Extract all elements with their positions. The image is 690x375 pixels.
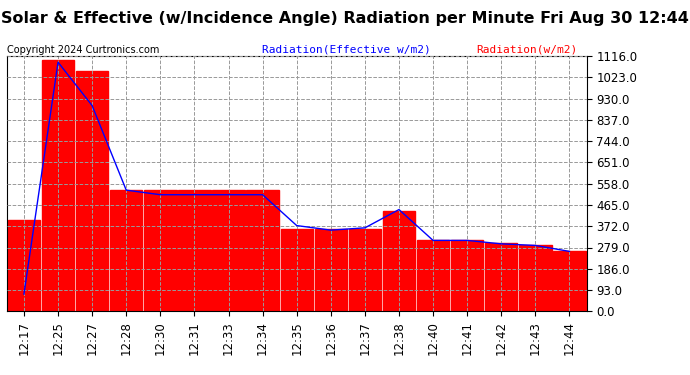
Text: Solar & Effective (w/Incidence Angle) Radiation per Minute Fri Aug 30 12:44: Solar & Effective (w/Incidence Angle) Ra… <box>1 11 689 26</box>
Bar <box>383 211 415 311</box>
Bar <box>76 71 108 311</box>
Bar <box>246 190 279 311</box>
Bar <box>213 190 245 311</box>
Bar <box>417 240 449 311</box>
Bar <box>178 190 210 311</box>
Bar <box>8 220 40 311</box>
Bar <box>144 190 177 311</box>
Text: Radiation(Effective w/m2): Radiation(Effective w/m2) <box>262 45 431 55</box>
Bar <box>281 229 313 311</box>
Bar <box>553 251 586 311</box>
Text: Radiation(w/m2): Radiation(w/m2) <box>476 45 578 55</box>
Bar <box>348 229 381 311</box>
Bar <box>110 190 142 311</box>
Bar <box>519 245 551 311</box>
Text: Copyright 2024 Curtronics.com: Copyright 2024 Curtronics.com <box>7 45 159 55</box>
Bar <box>315 229 347 311</box>
Bar <box>451 240 484 311</box>
Bar <box>42 60 75 311</box>
Bar <box>485 243 518 311</box>
